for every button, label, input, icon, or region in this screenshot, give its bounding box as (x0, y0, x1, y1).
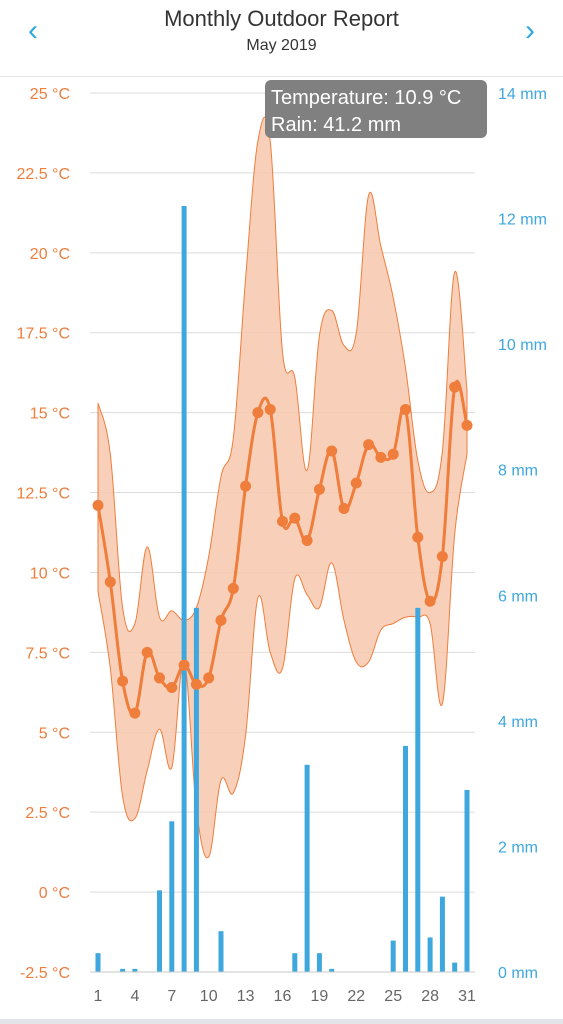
rain-bar[interactable] (452, 962, 458, 972)
x-axis-tick-label: 1 (94, 988, 103, 1005)
page-title: Monthly Outdoor Report (164, 6, 399, 31)
x-axis-tick-label: 13 (237, 988, 255, 1005)
rain-bar[interactable] (439, 896, 445, 972)
temperature-point[interactable] (129, 707, 141, 719)
temperature-point[interactable] (289, 512, 301, 524)
x-axis-tick-label: 28 (421, 988, 439, 1005)
temperature-point[interactable] (178, 659, 190, 671)
rain-bar[interactable] (415, 607, 421, 972)
left-axis-tick-label: 0 °C (39, 885, 70, 902)
temperature-point[interactable] (412, 531, 424, 543)
left-axis-tick-label: -2.5 °C (20, 965, 70, 982)
left-axis-tick-label: 12.5 °C (16, 486, 70, 503)
rain-bars (95, 206, 470, 972)
temperature-point[interactable] (104, 576, 116, 588)
x-axis-tick-label: 7 (167, 988, 176, 1005)
report-header: ‹ Monthly Outdoor Report May 2019 › (0, 0, 563, 77)
rain-bar[interactable] (329, 968, 335, 972)
right-axis-tick-label: 10 mm (498, 337, 547, 354)
left-axis-tick-label: 15 °C (30, 406, 70, 423)
temperature-point[interactable] (190, 678, 202, 690)
rain-bar[interactable] (169, 821, 175, 972)
next-month-chevron-icon[interactable]: › (525, 14, 535, 47)
x-axis-tick-label: 31 (458, 988, 476, 1005)
temperature-point[interactable] (117, 675, 129, 687)
right-axis-tick-label: 2 mm (498, 839, 538, 856)
temperature-point[interactable] (350, 477, 362, 489)
temperature-line (92, 379, 473, 719)
chart-axes: -2.5 °C 0 °C 2.5 °C 5 °C 7.5 °C 10 °C 12.5 °C 1… (16, 86, 546, 1005)
rain-bar[interactable] (218, 931, 224, 972)
temperature-point[interactable] (227, 582, 239, 594)
left-axis-tick-label: 5 °C (39, 725, 70, 742)
left-axis-tick-label: 7.5 °C (25, 645, 70, 662)
tooltip-background (265, 80, 487, 138)
temperature-point[interactable] (375, 451, 387, 463)
temperature-point[interactable] (449, 381, 461, 393)
rain-bar[interactable] (132, 968, 138, 972)
temperature-point[interactable] (92, 499, 104, 511)
right-axis-tick-label: 6 mm (498, 588, 538, 605)
temperature-point[interactable] (215, 614, 227, 626)
x-axis-tick-label: 16 (274, 988, 292, 1005)
temperature-point[interactable] (387, 448, 399, 460)
x-axis-tick-label: 10 (200, 988, 218, 1005)
rain-bar[interactable] (193, 607, 199, 972)
rain-bar[interactable] (157, 890, 162, 972)
temperature-point[interactable] (424, 595, 436, 607)
temperature-point[interactable] (313, 483, 325, 495)
temperature-point[interactable] (400, 403, 411, 415)
rain-bar[interactable] (304, 764, 310, 972)
temperature-point[interactable] (240, 480, 252, 492)
temperature-range-area (97, 116, 468, 859)
rain-bar[interactable] (403, 745, 408, 972)
tooltip-rain-text: Rain: 41.2 mm (271, 114, 401, 136)
temperature-point[interactable] (436, 550, 448, 562)
temperature-point[interactable] (203, 672, 215, 684)
rain-bar[interactable] (427, 937, 433, 972)
rain-bar[interactable] (316, 953, 322, 972)
temperature-point[interactable] (264, 403, 276, 415)
right-axis-tick-label: 8 mm (498, 463, 538, 480)
temperature-point[interactable] (461, 419, 473, 431)
temperature-point[interactable] (252, 407, 264, 419)
temperature-point[interactable] (338, 503, 350, 515)
rain-bar[interactable] (292, 953, 298, 972)
right-axis-tick-label: 12 mm (498, 212, 547, 229)
right-axis-tick-label: 14 mm (498, 86, 547, 103)
bottom-divider (0, 1019, 563, 1024)
tooltip-temperature-text: Temperature: 10.9 °C (271, 87, 461, 109)
temperature-point[interactable] (363, 439, 375, 451)
left-axis-tick-label: 20 °C (30, 246, 70, 263)
left-axis-tick-label: 22.5 °C (16, 166, 70, 183)
rain-bar[interactable] (181, 206, 187, 972)
left-axis-tick-label: 10 °C (30, 565, 70, 582)
temperature-point[interactable] (166, 682, 178, 694)
right-axis-tick-label: 0 mm (498, 965, 538, 982)
rain-bar[interactable] (390, 940, 396, 972)
x-axis-tick-label: 4 (130, 988, 139, 1005)
temperature-range-band (97, 116, 468, 859)
left-axis-tick-label: 25 °C (30, 86, 70, 103)
temperature-point[interactable] (277, 515, 288, 527)
x-axis-tick-label: 25 (384, 988, 402, 1005)
left-axis-tick-label: 17.5 °C (16, 326, 70, 343)
temperature-point[interactable] (141, 646, 153, 658)
right-axis-tick-label: 4 mm (498, 714, 538, 731)
temperature-point[interactable] (154, 672, 165, 684)
rain-bar[interactable] (464, 789, 470, 972)
rain-bar[interactable] (95, 953, 101, 972)
rain-bar[interactable] (120, 968, 126, 972)
chart-tooltip: Temperature: 10.9 °C Rain: 41.2 mm (265, 80, 487, 138)
previous-month-chevron-icon[interactable]: ‹ (28, 14, 38, 47)
left-axis-tick-label: 2.5 °C (25, 805, 70, 822)
temperature-point[interactable] (301, 534, 313, 546)
page-subtitle-month: May 2019 (246, 37, 317, 54)
x-axis-tick-label: 22 (347, 988, 365, 1005)
temperature-point[interactable] (326, 445, 338, 457)
temperature-rain-chart[interactable]: -2.5 °C 0 °C 2.5 °C 5 °C 7.5 °C 10 °C 12.5 °C 1… (0, 77, 563, 1017)
x-axis-tick-label: 19 (311, 988, 329, 1005)
